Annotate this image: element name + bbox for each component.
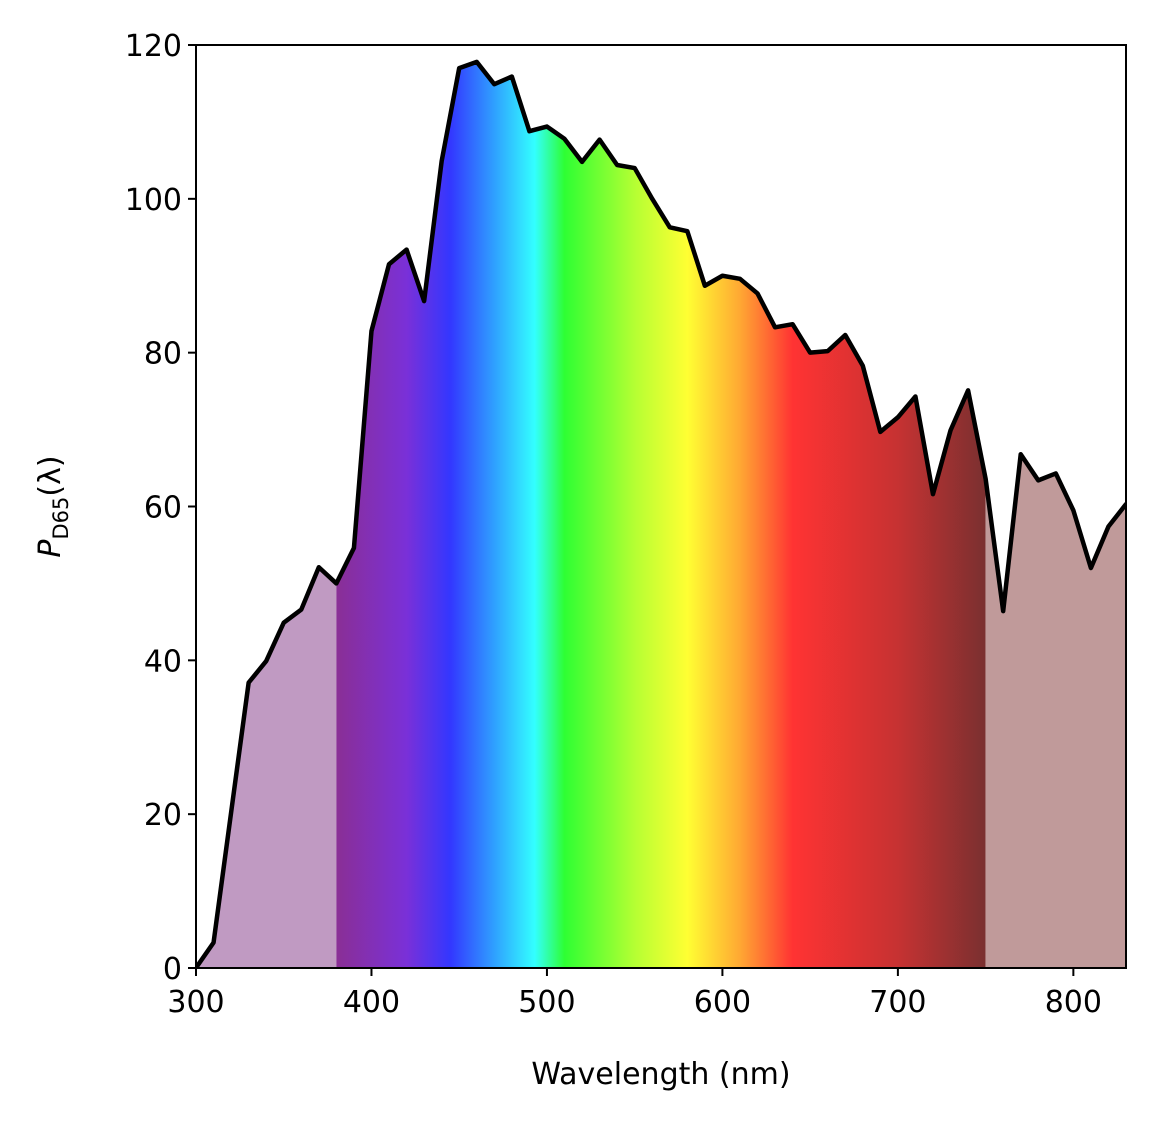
y-axis-label-suffix: (λ) (33, 455, 68, 496)
y-tick-label: 40 (144, 644, 182, 679)
y-tick-label: 0 (163, 952, 182, 987)
visible-spectrum-area (336, 62, 985, 968)
y-tick-label: 120 (125, 29, 182, 64)
x-tick-label: 400 (343, 985, 400, 1020)
x-axis-label: Wavelength (nm) (531, 1057, 790, 1092)
x-tick-label: 300 (167, 985, 224, 1020)
x-tick-label: 700 (869, 985, 926, 1020)
y-tick-label: 100 (125, 183, 182, 218)
x-tick-label: 800 (1045, 985, 1102, 1020)
y-axis-label: PD65(λ) (33, 455, 73, 557)
y-axis-label-subscript: D65 (49, 497, 73, 540)
y-axis: 0 20 40 60 80 100 120 (125, 29, 196, 987)
x-axis: 300 400 500 600 700 800 (167, 968, 1102, 1020)
x-tick-label: 600 (694, 985, 751, 1020)
area-layer (196, 62, 1126, 968)
x-tick-label: 500 (518, 985, 575, 1020)
y-tick-label: 60 (144, 491, 182, 526)
y-tick-label: 80 (144, 337, 182, 372)
y-axis-label-symbol: P (33, 539, 68, 558)
y-tick-label: 20 (144, 798, 182, 833)
